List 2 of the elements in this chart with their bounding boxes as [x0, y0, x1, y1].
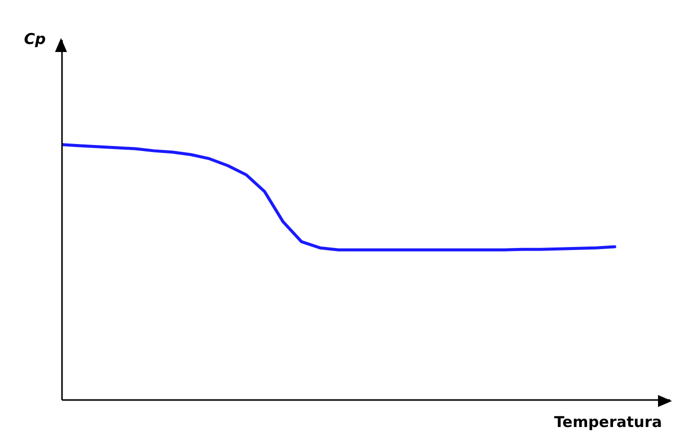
x-axis-title: Temperatura — [554, 413, 662, 431]
text: Cp — [24, 30, 46, 48]
